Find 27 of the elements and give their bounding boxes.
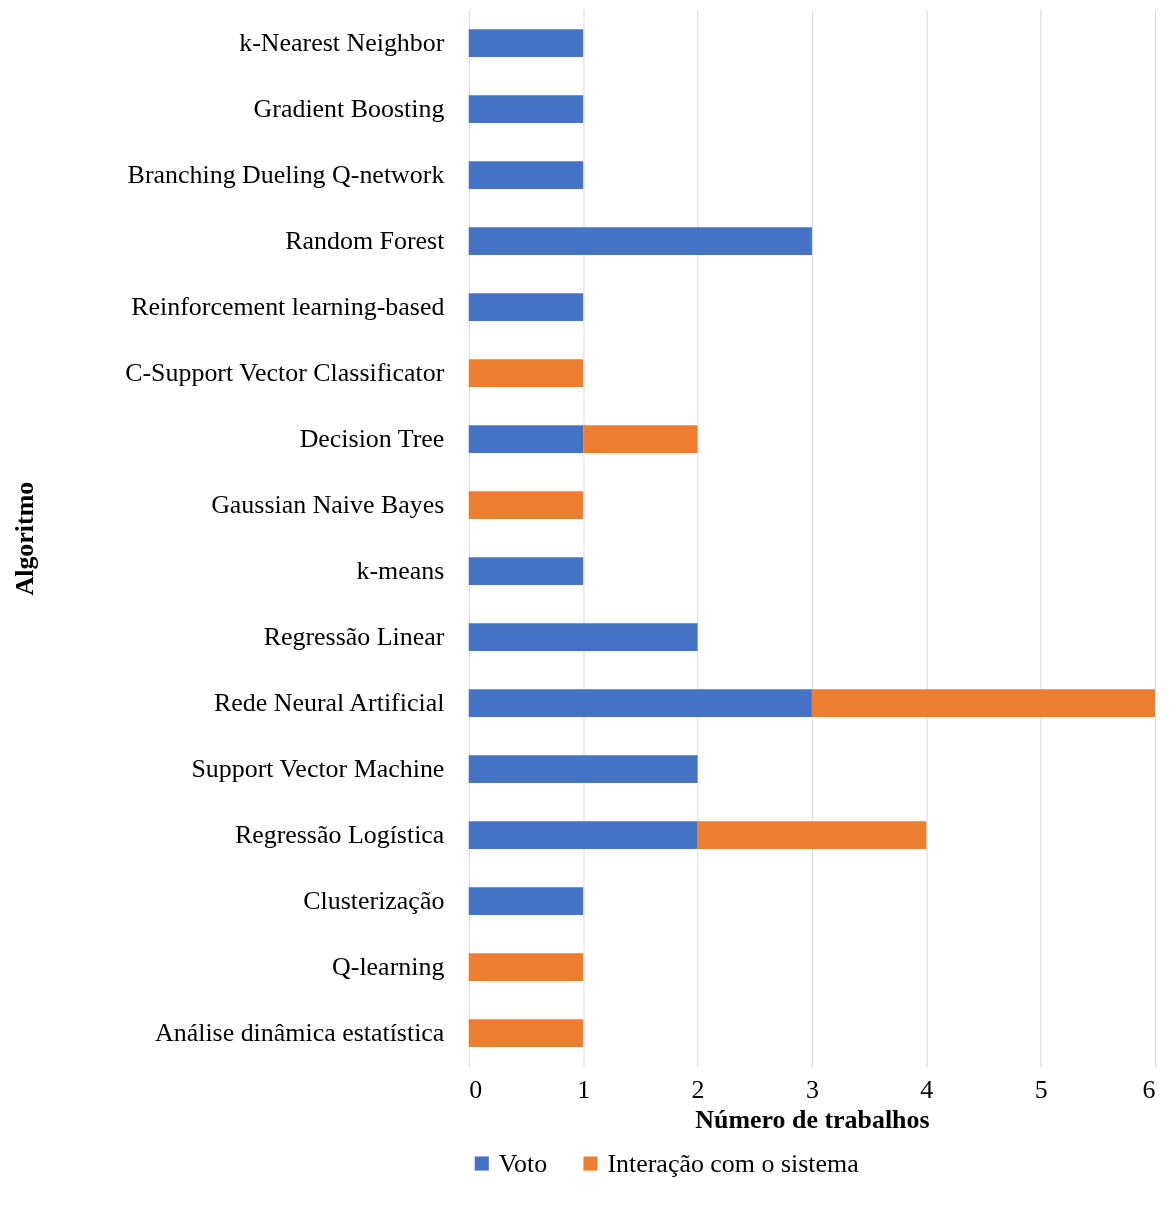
y-axis-title: Algoritmo: [10, 481, 40, 596]
y-tick-label: Regressão Linear: [263, 622, 445, 652]
x-tick-label: 1: [577, 1075, 591, 1105]
y-tick-label: Branching Dueling Q-network: [127, 160, 445, 190]
y-tick-label: k-Nearest Neighbor: [239, 28, 445, 58]
y-tick-label: Clusterização: [303, 886, 445, 916]
x-tick-label: 2: [691, 1075, 705, 1105]
x-tick-label: 6: [1142, 1075, 1156, 1105]
x-tick-label: 3: [805, 1075, 819, 1105]
y-tick-label: C-Support Vector Classificator: [125, 358, 445, 388]
y-tick-label: Regressão Logística: [234, 820, 445, 850]
y-tick-label: Rede Neural Artificial: [214, 688, 445, 718]
y-tick-label: Análise dinâmica estatística: [155, 1018, 445, 1048]
y-tick-label: Gaussian Naive Bayes: [211, 490, 445, 520]
y-tick-label: Q-learning: [332, 952, 445, 982]
legend-label: Voto: [498, 1148, 548, 1178]
y-tick-label: Reinforcement learning-based: [131, 292, 445, 322]
x-tick-label: 0: [469, 1075, 483, 1105]
y-tick-label: Gradient Boosting: [253, 94, 445, 124]
x-tick-label: 4: [920, 1075, 934, 1105]
x-axis-title: Número de trabalhos: [695, 1105, 930, 1135]
legend-label: Interação com o sistema: [607, 1148, 860, 1178]
x-tick-label: 5: [1034, 1075, 1048, 1105]
y-tick-label: Decision Tree: [299, 424, 445, 454]
y-tick-label: Support Vector Machine: [191, 754, 445, 784]
y-tick-label: k-means: [356, 556, 445, 586]
y-tick-label: Random Forest: [285, 226, 446, 256]
